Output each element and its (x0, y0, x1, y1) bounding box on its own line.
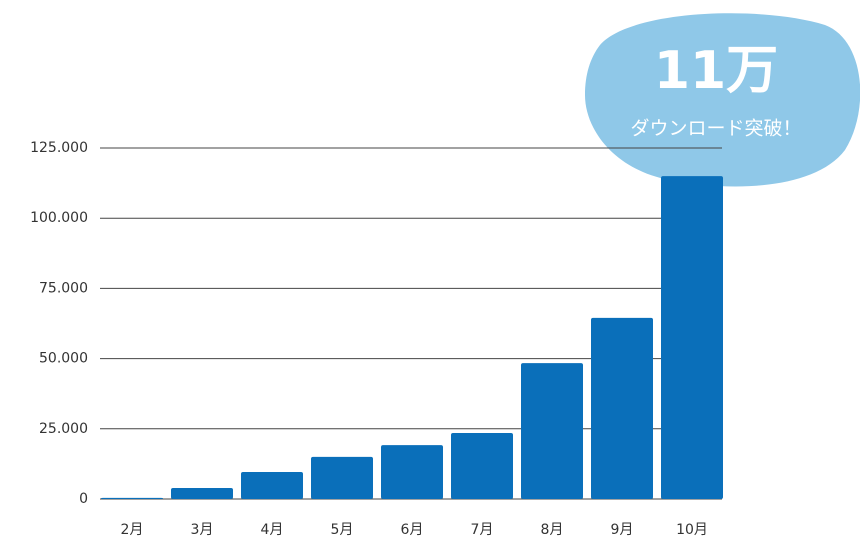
y-tick-label: 100.000 (30, 210, 88, 226)
bar (521, 363, 583, 499)
bar (241, 472, 303, 499)
bar (101, 497, 163, 499)
bar (311, 456, 373, 499)
x-tick-label: 9月 (611, 522, 634, 538)
annotation-text: ダウンロード突破！ (630, 118, 801, 140)
bar (451, 433, 513, 499)
annotation-bubble (585, 13, 860, 187)
x-tick-label: 4月 (261, 522, 284, 538)
x-tick-label: 2月 (121, 522, 144, 538)
y-tick-label: 0 (79, 491, 88, 507)
x-tick-label: 8月 (541, 522, 564, 538)
x-tick-label: 5月 (331, 522, 354, 538)
x-tick-label: 7月 (471, 522, 494, 538)
x-tick-label: 3月 (191, 522, 214, 538)
bar (381, 445, 443, 499)
annotation-headline: 11万 (654, 41, 778, 101)
y-tick-label: 75.000 (39, 280, 88, 296)
x-tick-label: 6月 (401, 522, 424, 538)
x-tick-label: 10月 (676, 522, 708, 538)
bar (661, 176, 723, 499)
y-tick-label: 125.000 (30, 140, 88, 156)
bar (171, 488, 233, 499)
y-tick-label: 50.000 (39, 351, 88, 367)
y-tick-label: 25.000 (39, 421, 88, 437)
bar (591, 317, 653, 499)
